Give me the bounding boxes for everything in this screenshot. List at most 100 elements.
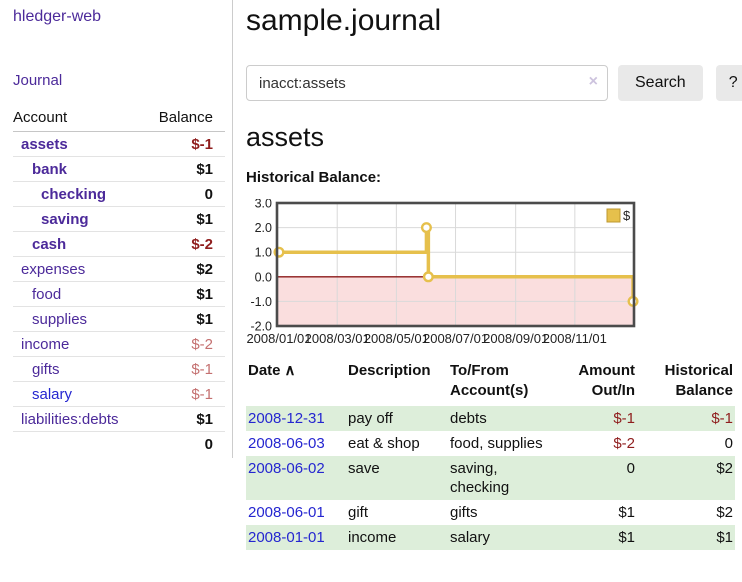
- historical-balance-chart: 3.0 2.0 1.0 0.0 -1.0 -2.02008/01/012008/03/01…: [246, 199, 639, 346]
- account-row: food $1: [13, 281, 225, 307]
- transaction-date-link[interactable]: 2008-01-01: [248, 529, 325, 546]
- transaction-accounts: gifts: [450, 504, 478, 521]
- svg-text:2008/03/01: 2008/03/01: [305, 331, 370, 346]
- chart-label: Historical Balance:: [246, 169, 382, 186]
- account-link[interactable]: liabilities:debts: [21, 410, 119, 428]
- search-input[interactable]: [246, 65, 608, 101]
- clear-search-icon[interactable]: ×: [588, 73, 598, 90]
- account-link[interactable]: assets: [21, 135, 68, 153]
- account-title: assets: [246, 122, 325, 152]
- svg-text:1.0: 1.0: [255, 246, 272, 260]
- account-row: supplies $1: [13, 306, 225, 332]
- accounts-header-account: Account: [13, 107, 144, 132]
- brand-link[interactable]: hledger-web: [13, 8, 102, 25]
- account-balance: $-1: [143, 131, 225, 157]
- transaction-date-link[interactable]: 2008-06-03: [248, 435, 325, 452]
- sort-ascending-icon[interactable]: ∧: [284, 362, 296, 379]
- account-link[interactable]: gifts: [32, 360, 60, 378]
- page-title: sample.journal: [246, 4, 442, 37]
- svg-text:2008/11/01: 2008/11/01: [543, 331, 607, 346]
- column-header-historical-balance: Historical Balance: [664, 362, 733, 399]
- account-balance: $-1: [143, 356, 225, 382]
- sidebar-item-journal[interactable]: Journal: [13, 72, 63, 89]
- sidebar: hledger-web Journal Account Balance asse…: [0, 0, 233, 458]
- accounts-table: Account Balance assets $-1 bank $1 checking 0…: [13, 107, 225, 456]
- account-row: expenses $2: [13, 256, 225, 282]
- transaction-amount: 0: [626, 460, 635, 477]
- account-link[interactable]: checking: [41, 185, 107, 203]
- main-content: sample.journal × Search ? assets Histori…: [233, 0, 742, 550]
- transaction-balance: $2: [716, 460, 733, 477]
- account-row: assets $-1: [13, 131, 225, 157]
- account-link[interactable]: food: [32, 285, 62, 303]
- transaction-accounts: saving, checking: [450, 460, 510, 496]
- account-balance: $1: [143, 306, 225, 332]
- account-link[interactable]: saving: [41, 210, 89, 228]
- transaction-amount: $-2: [613, 435, 635, 452]
- transaction-amount: $1: [618, 504, 635, 521]
- transaction-amount: $1: [618, 529, 635, 546]
- transaction-balance: $-1: [711, 410, 733, 427]
- register-header-row: Date ∧ Description To/From Account(s) Amount O…: [246, 359, 735, 406]
- transaction-description: gift: [348, 504, 369, 521]
- account-balance: $-2: [143, 231, 225, 257]
- svg-text:2008/07/01: 2008/07/01: [423, 331, 488, 346]
- transaction-date-link[interactable]: 2008-12-31: [248, 410, 325, 427]
- account-balance: $-2: [143, 331, 225, 357]
- svg-text:-2.0: -2.0: [250, 320, 272, 334]
- account-link[interactable]: salary: [32, 385, 73, 403]
- column-header-description: Description: [348, 362, 431, 379]
- svg-text:3.0: 3.0: [255, 199, 272, 211]
- svg-text:2008/01/01: 2008/01/01: [246, 331, 311, 346]
- transaction-row: 2008-06-03 eat & shop food, supplies $-2 0: [246, 431, 735, 456]
- svg-text:2008/05/01: 2008/05/01: [364, 331, 429, 346]
- account-row: liabilities:debts $1: [13, 406, 225, 432]
- account-link[interactable]: cash: [32, 235, 67, 253]
- legend-swatch: [606, 208, 621, 223]
- account-balance: $1: [143, 206, 225, 232]
- column-header-amount-out/in: Amount Out/In: [578, 362, 635, 399]
- search-button[interactable]: Search: [618, 65, 703, 101]
- account-balance: $1: [143, 406, 225, 432]
- transaction-description: income: [348, 529, 397, 546]
- account-balance: $2: [143, 256, 225, 282]
- account-row: saving $1: [13, 206, 225, 232]
- svg-text:-1.0: -1.0: [250, 295, 272, 309]
- svg-text:0.0: 0.0: [255, 270, 272, 284]
- help-button[interactable]: ?: [715, 65, 742, 101]
- transaction-accounts: debts: [450, 410, 487, 427]
- accounts-total-balance: 0: [143, 431, 225, 456]
- transaction-row: 2008-12-31 pay off debts $-1 $-1: [246, 406, 735, 431]
- svg-text:2008/09/01: 2008/09/01: [483, 331, 548, 346]
- account-link[interactable]: income: [21, 335, 70, 353]
- column-header-date[interactable]: Date ∧: [248, 362, 296, 379]
- account-balance: $1: [143, 156, 225, 182]
- transaction-row: 2008-06-02 save saving, checking 0 $2: [246, 456, 735, 500]
- transaction-balance: 0: [724, 435, 733, 452]
- account-row: gifts $-1: [13, 356, 225, 382]
- account-link[interactable]: supplies: [32, 310, 88, 328]
- svg-text:2.0: 2.0: [255, 221, 272, 235]
- search-box: ×: [246, 65, 608, 101]
- account-link[interactable]: expenses: [21, 260, 86, 278]
- transaction-date-link[interactable]: 2008-06-01: [248, 504, 325, 521]
- transaction-accounts: food, supplies: [450, 435, 543, 452]
- transaction-row: 2008-06-01 gift gifts $1 $2: [246, 500, 735, 525]
- account-row: bank $1: [13, 156, 225, 182]
- account-balance: $-1: [143, 381, 225, 407]
- transaction-description: pay off: [348, 410, 393, 427]
- account-balance: 0: [143, 181, 225, 207]
- transaction-row: 2008-01-01 income salary $1 $1: [246, 525, 735, 550]
- transaction-amount: $-1: [613, 410, 635, 427]
- search-form: × Search ?: [246, 65, 742, 101]
- account-row: checking 0: [13, 181, 225, 207]
- account-link[interactable]: bank: [32, 160, 68, 178]
- accounts-header-balance: Balance: [143, 107, 225, 132]
- register-table: Date ∧ Description To/From Account(s) Amount O…: [246, 359, 735, 550]
- transaction-balance: $1: [716, 529, 733, 546]
- account-row: salary $-1: [13, 381, 225, 407]
- transaction-date-link[interactable]: 2008-06-02: [248, 460, 325, 477]
- account-row: cash $-2: [13, 231, 225, 257]
- transaction-description: save: [348, 460, 380, 477]
- transaction-description: eat & shop: [348, 435, 420, 452]
